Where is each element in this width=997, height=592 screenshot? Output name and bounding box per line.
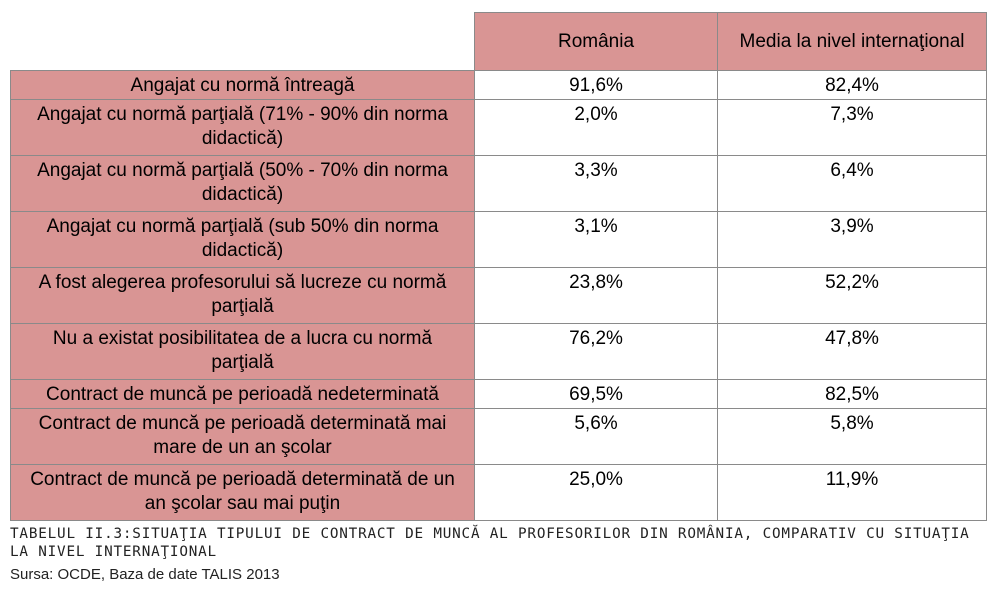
cell-romania: 5,6% <box>474 408 718 465</box>
row-label: Nu a existat posibilitatea de a lucra cu… <box>10 323 475 380</box>
cell-romania: 76,2% <box>474 323 718 380</box>
row-label: Angajat cu normă parţială (71% - 90% din… <box>10 99 475 156</box>
cell-international: 82,5% <box>717 379 987 409</box>
cell-romania: 23,8% <box>474 267 718 324</box>
source-note: Sursa: OCDE, Baza de date TALIS 2013 <box>10 566 280 583</box>
table-row: A fost alegerea profesorului să lucreze … <box>10 267 987 324</box>
row-label: A fost alegerea profesorului să lucreze … <box>10 267 475 324</box>
column-header-international: Media la nivel internaţional <box>717 12 987 71</box>
table-header-row: România Media la nivel internaţional <box>10 12 987 71</box>
table-row: Contract de muncă pe perioadă determinat… <box>10 464 987 521</box>
cell-international: 82,4% <box>717 70 987 100</box>
table-row: Contract de muncă pe perioadă determinat… <box>10 408 987 465</box>
cell-romania: 25,0% <box>474 464 718 521</box>
table-caption: TABELUL II.3:SITUAŢIA TIPULUI DE CONTRAC… <box>10 526 970 560</box>
cell-international: 6,4% <box>717 155 987 212</box>
cell-romania: 69,5% <box>474 379 718 409</box>
column-header-romania: România <box>474 12 718 71</box>
row-label: Angajat cu normă parţială (sub 50% din n… <box>10 211 475 268</box>
cell-international: 3,9% <box>717 211 987 268</box>
contract-comparison-table: România Media la nivel internaţional Ang… <box>10 12 987 521</box>
cell-romania: 3,1% <box>474 211 718 268</box>
header-blank-cell <box>10 12 475 71</box>
cell-international: 52,2% <box>717 267 987 324</box>
table-row: Angajat cu normă parţială (71% - 90% din… <box>10 99 987 156</box>
cell-international: 11,9% <box>717 464 987 521</box>
row-label: Contract de muncă pe perioadă nedetermin… <box>10 379 475 409</box>
table-row: Angajat cu normă întreagă 91,6% 82,4% <box>10 70 987 100</box>
table-row: Angajat cu normă parţială (50% - 70% din… <box>10 155 987 212</box>
table-row: Angajat cu normă parţială (sub 50% din n… <box>10 211 987 268</box>
cell-romania: 2,0% <box>474 99 718 156</box>
cell-international: 7,3% <box>717 99 987 156</box>
row-label: Contract de muncă pe perioadă determinat… <box>10 408 475 465</box>
table-row: Contract de muncă pe perioadă nedetermin… <box>10 379 987 409</box>
row-label: Angajat cu normă întreagă <box>10 70 475 100</box>
cell-international: 47,8% <box>717 323 987 380</box>
cell-romania: 91,6% <box>474 70 718 100</box>
table-row: Nu a existat posibilitatea de a lucra cu… <box>10 323 987 380</box>
row-label: Angajat cu normă parţială (50% - 70% din… <box>10 155 475 212</box>
row-label: Contract de muncă pe perioadă determinat… <box>10 464 475 521</box>
cell-international: 5,8% <box>717 408 987 465</box>
cell-romania: 3,3% <box>474 155 718 212</box>
